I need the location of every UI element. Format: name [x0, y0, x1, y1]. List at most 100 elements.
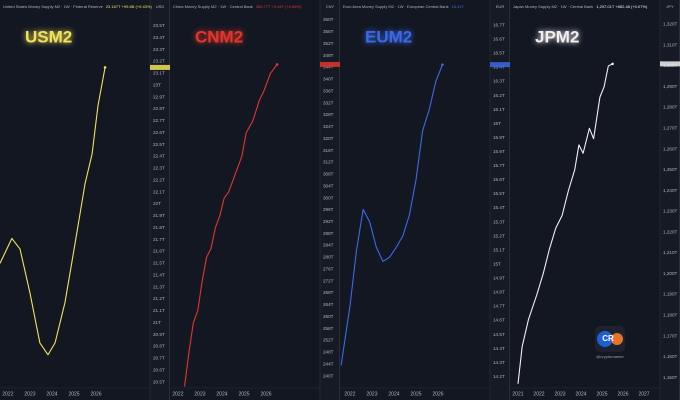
y-tick-label: 348T: [323, 53, 334, 58]
y-tick-label: 340T: [323, 77, 334, 82]
last-point: [441, 63, 444, 66]
y-tick-label: 1,310T: [663, 42, 677, 47]
unit-label: EUR: [496, 4, 505, 9]
y-tick-label: 1,230T: [663, 209, 677, 214]
unit-label: USD: [156, 4, 165, 9]
y-tick-label: 312T: [323, 160, 334, 165]
panel-title: Euro Area Money Supply M2 · 1W · Europea…: [343, 4, 449, 9]
logo-circle: [611, 333, 623, 345]
y-tick-label: 248T: [323, 350, 334, 355]
y-tick-label: 23.1T: [153, 71, 165, 76]
y-tick-label: 14.4T: [493, 346, 505, 351]
y-tick-label: 292T: [323, 219, 334, 224]
last-point: [611, 62, 614, 66]
y-tick-label: 328T: [323, 112, 334, 117]
x-tick-label: 2023: [194, 391, 205, 397]
x-tick-label: 2026: [90, 391, 101, 397]
y-tick-label: 23.3T: [153, 47, 165, 52]
y-tick-label: 20.6T: [153, 367, 165, 372]
y-tick-label: 332T: [323, 100, 334, 105]
x-tick-label: 2024: [575, 391, 586, 397]
y-tick-label: 22.9T: [153, 94, 165, 99]
y-tick-label: 23.4T: [153, 35, 165, 40]
y-tick-label: 16.2T: [493, 93, 505, 98]
y-tick-label: 20.8T: [153, 344, 165, 349]
y-tick-label: 16.5T: [493, 51, 505, 56]
line: [517, 63, 613, 384]
y-tick-label: 1,220T: [663, 229, 677, 234]
x-tick-label: 2022: [533, 391, 544, 397]
y-tick-label: 1,260T: [663, 146, 677, 151]
y-tick-label: 22.3T: [153, 166, 165, 171]
logo: CR @cryptoroamer: [595, 326, 625, 359]
y-tick-label: 336T: [323, 88, 334, 93]
last-point: [275, 63, 279, 66]
y-tick-label: 276T: [323, 266, 334, 271]
series-label: EUM2: [365, 27, 412, 46]
y-tick-label: 1,170T: [663, 333, 677, 338]
x-tick-label: 2023: [554, 391, 565, 397]
x-tick-label: 2025: [238, 391, 249, 397]
y-tick-label: 15.6T: [493, 177, 505, 182]
price-badge: [660, 61, 680, 67]
y-tick-label: 1,150T: [663, 375, 677, 380]
y-tick-label: 22.8T: [153, 106, 165, 111]
y-tick-label: 1,180T: [663, 312, 677, 317]
y-tick-label: 22T: [153, 201, 161, 206]
y-tick-label: 21.7T: [153, 237, 165, 242]
y-tick-label: 21.2T: [153, 296, 165, 301]
y-tick-label: 14.9T: [493, 276, 505, 281]
y-tick-label: 21.8T: [153, 225, 165, 230]
panel-title: United States Money Supply M2 · 1W · Fed…: [3, 4, 104, 9]
y-tick-label: 15.4T: [493, 205, 505, 210]
y-tick-label: 360T: [323, 17, 334, 22]
y-tick-label: 15T: [493, 261, 501, 266]
y-tick-label: 268T: [323, 290, 334, 295]
y-tick-label: 15.2T: [493, 233, 505, 238]
y-tick-label: 320T: [323, 136, 334, 141]
y-tick-label: 15.3T: [493, 219, 505, 224]
panel-title: China Money Supply M2 · 1W · Central Ban…: [173, 4, 253, 9]
y-tick-label: 15.1T: [493, 247, 505, 252]
y-tick-label: 304T: [323, 183, 334, 188]
line: [0, 67, 106, 356]
y-tick-label: 20.9T: [153, 332, 165, 337]
y-tick-label: 20.7T: [153, 356, 165, 361]
y-tick-label: 23.2T: [153, 59, 165, 64]
y-tick-label: 1,240T: [663, 188, 677, 193]
x-tick-label: 2025: [596, 391, 607, 397]
y-tick-label: 1,200T: [663, 271, 677, 276]
y-tick-label: 22.4T: [153, 154, 165, 159]
y-tick-label: 23T: [153, 82, 161, 87]
y-tick-label: 15.5T: [493, 191, 505, 196]
y-tick-label: 16.1T: [493, 107, 505, 112]
x-tick-label: 2026: [617, 391, 628, 397]
y-tick-label: 1,290T: [663, 84, 677, 89]
x-tick-label: 2025: [68, 391, 79, 397]
y-tick-label: 296T: [323, 207, 334, 212]
y-tick-label: 21.9T: [153, 213, 165, 218]
x-tick-label: 2022: [172, 391, 183, 397]
x-tick-label: 2023: [366, 391, 377, 397]
y-tick-label: 14.3T: [493, 360, 505, 365]
y-tick-label: 16.7T: [493, 22, 505, 27]
x-tick-label: 2023: [24, 391, 35, 397]
y-tick-label: 16.4T: [493, 65, 505, 70]
panel-change: 16.41T: [452, 4, 465, 9]
y-tick-label: 1,280T: [663, 105, 677, 110]
panel-change: 23.167T +99.6B (+0.43%): [106, 4, 153, 9]
y-tick-label: 22.6T: [153, 130, 165, 135]
y-tick-label: 1,160T: [663, 354, 677, 359]
axis-column: [490, 0, 510, 400]
y-tick-label: 264T: [323, 302, 334, 307]
y-tick-label: 280T: [323, 255, 334, 260]
x-tick-label: 2024: [216, 391, 227, 397]
panel-change: 356.77T +3.04T (+0.86%): [256, 4, 302, 9]
y-tick-label: 14.6T: [493, 318, 505, 323]
last-point: [103, 66, 107, 69]
y-tick-label: 256T: [323, 326, 334, 331]
x-tick-label: 2022: [344, 391, 355, 397]
panel-change: 1,297.01T +882.48 (+0.07%): [596, 4, 648, 9]
y-tick-label: 14.5T: [493, 332, 505, 337]
